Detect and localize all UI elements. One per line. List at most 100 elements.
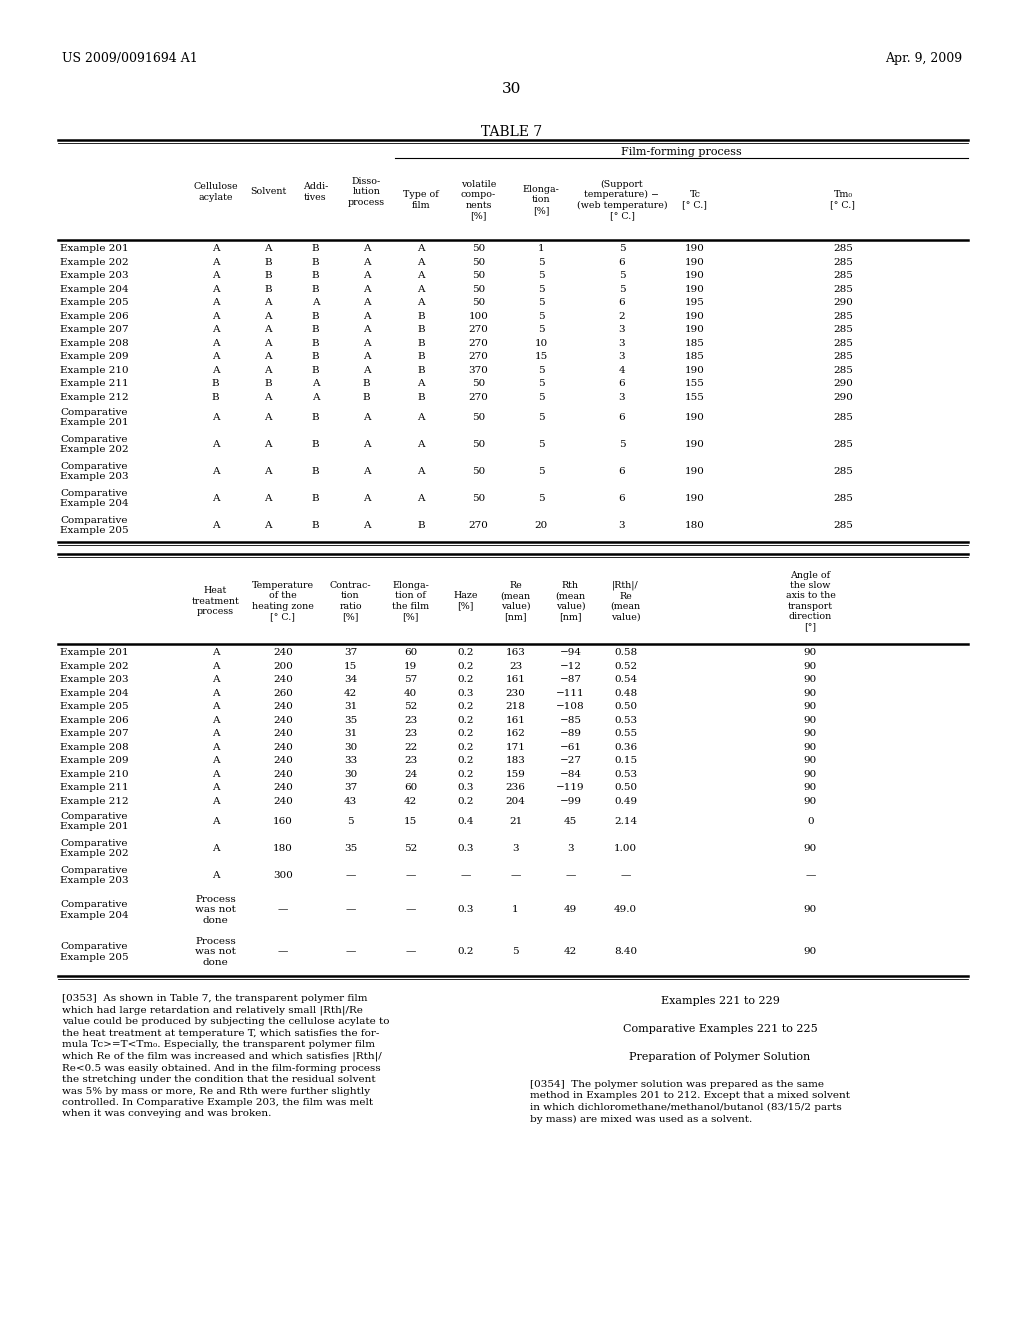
Text: Example 212: Example 212 — [60, 797, 129, 805]
Text: volatile
compo-
nents
[%]: volatile compo- nents [%] — [461, 180, 497, 220]
Text: 285: 285 — [834, 521, 853, 531]
Text: 161: 161 — [506, 676, 525, 684]
Text: 6: 6 — [618, 413, 626, 422]
Text: Comparative
Example 201: Comparative Example 201 — [60, 408, 129, 428]
Text: 33: 33 — [344, 756, 357, 766]
Text: Comparative
Example 204: Comparative Example 204 — [60, 900, 129, 920]
Text: B: B — [417, 521, 425, 531]
Text: A: A — [212, 729, 219, 738]
Text: 0.2: 0.2 — [458, 756, 474, 766]
Text: Temperature
of the
heating zone
[° C.]: Temperature of the heating zone [° C.] — [252, 581, 314, 622]
Text: 185: 185 — [685, 339, 705, 347]
Text: A: A — [212, 352, 219, 362]
Text: 52: 52 — [403, 843, 417, 853]
Text: A: A — [417, 413, 425, 422]
Text: −27: −27 — [559, 756, 582, 766]
Text: —: — — [345, 871, 355, 880]
Text: 50: 50 — [472, 244, 485, 253]
Text: 290: 290 — [834, 393, 853, 401]
Text: B: B — [311, 521, 319, 531]
Text: B: B — [311, 494, 319, 503]
Text: 0.53: 0.53 — [614, 715, 637, 725]
Text: 0.2: 0.2 — [458, 743, 474, 752]
Text: —: — — [278, 948, 288, 957]
Text: 35: 35 — [344, 843, 357, 853]
Text: 3: 3 — [618, 325, 626, 334]
Text: B: B — [417, 325, 425, 334]
Text: A: A — [362, 467, 371, 477]
Text: 22: 22 — [403, 743, 417, 752]
Text: A: A — [212, 756, 219, 766]
Text: A: A — [362, 413, 371, 422]
Text: 34: 34 — [344, 676, 357, 684]
Text: 50: 50 — [472, 413, 485, 422]
Text: Apr. 9, 2009: Apr. 9, 2009 — [885, 51, 962, 65]
Text: 90: 90 — [804, 715, 817, 725]
Text: 285: 285 — [834, 312, 853, 321]
Text: 240: 240 — [273, 729, 293, 738]
Text: 240: 240 — [273, 797, 293, 805]
Text: A: A — [264, 312, 271, 321]
Text: [0354]  The polymer solution was prepared as the same
method in Examples 201 to : [0354] The polymer solution was prepared… — [530, 1080, 850, 1123]
Text: Rth
(mean
value)
[nm]: Rth (mean value) [nm] — [555, 581, 586, 622]
Text: A: A — [417, 244, 425, 253]
Text: B: B — [264, 257, 271, 267]
Text: 290: 290 — [834, 298, 853, 308]
Text: A: A — [417, 467, 425, 477]
Text: A: A — [362, 352, 371, 362]
Text: A: A — [417, 379, 425, 388]
Text: 5: 5 — [618, 271, 626, 280]
Text: A: A — [264, 352, 271, 362]
Text: Example 205: Example 205 — [60, 298, 129, 308]
Text: 90: 90 — [804, 843, 817, 853]
Text: —: — — [345, 906, 355, 915]
Text: 23: 23 — [509, 661, 522, 671]
Text: 270: 270 — [469, 325, 488, 334]
Text: 30: 30 — [503, 82, 521, 96]
Text: Example 201: Example 201 — [60, 648, 129, 657]
Text: —: — — [461, 871, 471, 880]
Text: Example 209: Example 209 — [60, 352, 129, 362]
Text: 240: 240 — [273, 676, 293, 684]
Text: B: B — [212, 393, 219, 401]
Text: Tc
[° C.]: Tc [° C.] — [683, 190, 708, 210]
Text: 5: 5 — [538, 366, 545, 375]
Text: 0.48: 0.48 — [614, 689, 637, 698]
Text: 240: 240 — [273, 783, 293, 792]
Text: 270: 270 — [469, 352, 488, 362]
Text: B: B — [311, 467, 319, 477]
Text: 6: 6 — [618, 379, 626, 388]
Text: 50: 50 — [472, 285, 485, 294]
Text: 240: 240 — [273, 770, 293, 779]
Text: 30: 30 — [344, 770, 357, 779]
Text: 0.2: 0.2 — [458, 715, 474, 725]
Text: 5: 5 — [512, 948, 519, 957]
Text: A: A — [212, 648, 219, 657]
Text: 90: 90 — [804, 661, 817, 671]
Text: US 2009/0091694 A1: US 2009/0091694 A1 — [62, 51, 198, 65]
Text: 50: 50 — [472, 440, 485, 449]
Text: Example 207: Example 207 — [60, 729, 129, 738]
Text: 50: 50 — [472, 494, 485, 503]
Text: 285: 285 — [834, 467, 853, 477]
Text: 190: 190 — [685, 413, 705, 422]
Text: A: A — [417, 494, 425, 503]
Text: B: B — [264, 379, 271, 388]
Text: Example 212: Example 212 — [60, 393, 129, 401]
Text: −87: −87 — [559, 676, 582, 684]
Text: —: — — [565, 871, 575, 880]
Text: 50: 50 — [472, 379, 485, 388]
Text: 15: 15 — [535, 352, 548, 362]
Text: A: A — [212, 689, 219, 698]
Text: A: A — [212, 521, 219, 531]
Text: B: B — [311, 440, 319, 449]
Text: Example 202: Example 202 — [60, 661, 129, 671]
Text: 162: 162 — [506, 729, 525, 738]
Text: Process
was not
done: Process was not done — [195, 937, 236, 966]
Text: [0353]  As shown in Table 7, the transparent polymer film
which had large retard: [0353] As shown in Table 7, the transpar… — [62, 994, 389, 1118]
Text: B: B — [264, 271, 271, 280]
Text: A: A — [212, 325, 219, 334]
Text: A: A — [264, 440, 271, 449]
Text: Comparative
Example 205: Comparative Example 205 — [60, 516, 129, 535]
Text: A: A — [264, 298, 271, 308]
